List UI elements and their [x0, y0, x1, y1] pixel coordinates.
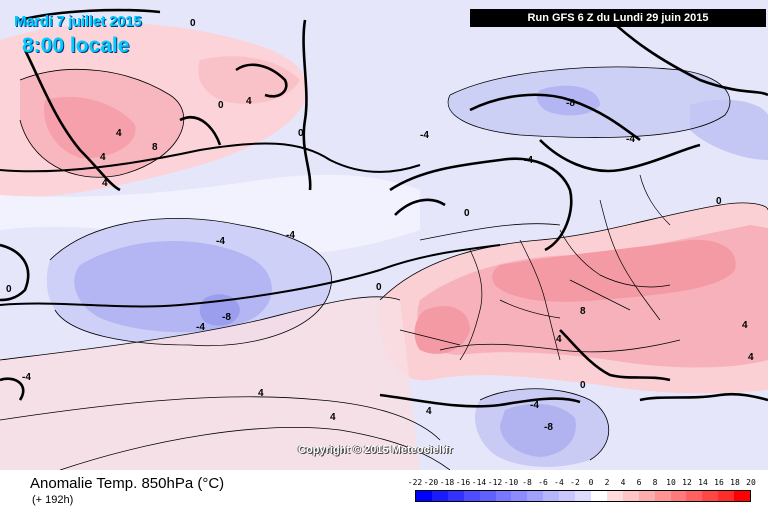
label-neg4-atlantic-c: -4 [196, 322, 205, 333]
scale-swatch [543, 491, 560, 501]
label-0-iceland: 0 [218, 100, 224, 111]
scale-swatch [606, 491, 623, 501]
warm-core-inner [44, 96, 136, 159]
zero-isotherm [0, 142, 501, 308]
scale-swatch [575, 491, 591, 501]
scale-swatch [622, 491, 639, 501]
scale-label: 10 [666, 478, 676, 487]
contour-lines [0, 66, 768, 470]
label-4-greenland-b: 4 [100, 152, 106, 163]
scale-label: 14 [698, 478, 708, 487]
scale-label: 18 [730, 478, 740, 487]
label-0-italy: 0 [580, 380, 586, 391]
scale-label: 16 [714, 478, 724, 487]
scale-label: -14 [471, 478, 487, 487]
label-4-east-b: 4 [748, 352, 754, 363]
label-neg4-north: -4 [420, 130, 429, 141]
scale-label: 20 [746, 478, 756, 487]
scale-label: -4 [554, 478, 564, 487]
cold-core-atlantic [74, 241, 272, 333]
color-scale-bar [415, 490, 751, 502]
forecast-date: Mardi 7 juillet 2015 [14, 13, 142, 30]
scale-swatch [654, 491, 671, 501]
neutral-band [0, 174, 420, 254]
scale-swatch [431, 491, 448, 501]
label-4-italy: 4 [556, 334, 562, 345]
scale-swatch [734, 491, 751, 501]
label-8-alps: 8 [580, 306, 586, 317]
label-4-south: 4 [258, 388, 264, 399]
scale-swatch [718, 491, 735, 501]
scale-swatch [527, 491, 544, 501]
scale-label: -8 [522, 478, 532, 487]
scale-label: -12 [487, 478, 503, 487]
scale-swatch [416, 491, 432, 501]
label-4-south-c: 4 [426, 406, 432, 417]
label-4-south-b: 4 [330, 412, 336, 423]
label-0-south: 0 [376, 282, 382, 293]
cold-core-mediterranean [500, 403, 576, 457]
warm-inner-europe [492, 239, 736, 302]
map-title: Anomalie Temp. 850hPa (°C) [30, 475, 225, 492]
model-run-label: Run GFS 6 Z du Lundi 29 juin 2015 [470, 9, 766, 27]
scale-swatch [447, 491, 464, 501]
label-0-west: 0 [6, 284, 12, 295]
scale-label: 4 [620, 478, 626, 487]
label-4-iceland: 4 [246, 96, 252, 107]
scale-swatch [670, 491, 687, 501]
scale-label: 8 [652, 478, 658, 487]
country-borders [399, 174, 671, 361]
warm-anomaly-south [0, 296, 420, 470]
scale-label: 0 [588, 478, 594, 487]
label-0-atlantic: 0 [298, 128, 304, 139]
warm-inner-iberia [414, 306, 470, 354]
contour-labels: 0 0 0 4 4 4 4 8 -4 -8 -4 -4 -4 -8 -4 0 0… [6, 18, 754, 433]
scale-swatch [590, 491, 607, 501]
scale-label: -6 [538, 478, 548, 487]
scale-label: -20 [423, 478, 439, 487]
label-4-east: 4 [742, 320, 748, 331]
scale-swatch [686, 491, 703, 501]
scale-label: -18 [439, 478, 455, 487]
label-4-greenland-c: 4 [102, 178, 108, 189]
scale-label: 6 [636, 478, 642, 487]
scale-swatch [463, 491, 480, 501]
scale-label: -22 [407, 478, 423, 487]
scale-label: -10 [503, 478, 519, 487]
label-neg4-baltic: -4 [524, 155, 533, 166]
temperature-anomaly-map: 0 0 0 4 4 4 4 8 -4 -8 -4 -4 -4 -8 -4 0 0… [0, 0, 768, 470]
cold-anomaly-east [690, 99, 768, 160]
map-canvas: 0 0 0 4 4 4 4 8 -4 -8 -4 -4 -4 -8 -4 0 0… [0, 0, 768, 470]
scale-swatch [511, 491, 528, 501]
label-neg4-atlantic: -4 [216, 236, 225, 247]
forecast-time: 8:00 locale [22, 34, 130, 57]
scale-label: 2 [604, 478, 610, 487]
label-neg8-atlantic: -8 [222, 312, 231, 323]
label-4-greenland: 4 [116, 128, 122, 139]
scale-swatch [559, 491, 576, 501]
scale-swatch [495, 491, 512, 501]
label-neg4-west: -4 [22, 372, 31, 383]
warm-anomaly-iceland [198, 56, 300, 104]
forecast-lead: (+ 192h) [32, 494, 74, 506]
scale-swatch [479, 491, 496, 501]
scale-label: 12 [682, 478, 692, 487]
label-0-uk: 0 [464, 208, 470, 219]
scale-label: -2 [570, 478, 580, 487]
color-scale-labels: -22 -20 -18 -16 -14 -12 -10 -8 -6 -4 -2 0 2 4 6 8 10 12 14… [408, 478, 756, 488]
label-0-top: 0 [190, 18, 196, 29]
label-neg4-scandinavia: -4 [626, 134, 635, 145]
scale-label: -16 [455, 478, 471, 487]
label-neg8-med: -8 [544, 422, 553, 433]
label-neg4-med: -4 [530, 400, 539, 411]
label-0-russia: 0 [716, 196, 722, 207]
copyright-notice: Copyright © 2015 Meteociel.fr [298, 444, 453, 456]
label-8-greenland: 8 [152, 142, 158, 153]
label-neg4-atlantic-b: -4 [286, 230, 295, 241]
scale-swatch [702, 491, 719, 501]
label-neg8-scandinavia: -8 [566, 98, 575, 109]
scale-swatch [638, 491, 655, 501]
